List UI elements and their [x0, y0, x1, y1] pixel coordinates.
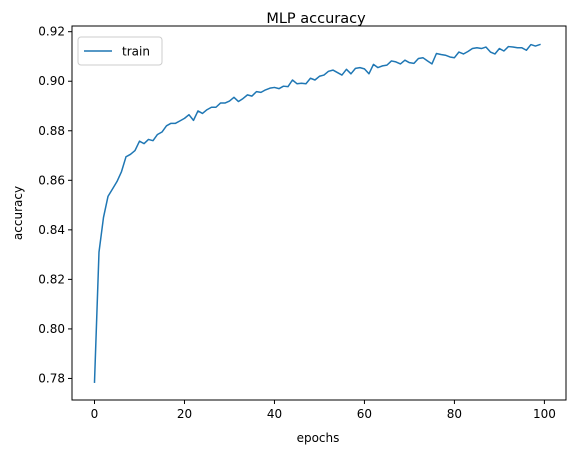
x-tick-label: 100 [533, 407, 556, 421]
legend-label-train: train [122, 45, 150, 59]
x-tick-label: 20 [177, 407, 192, 421]
y-tick-label: 0.80 [38, 322, 65, 336]
x-axis: 0 20 40 60 80 100 [91, 400, 556, 421]
y-axis: 0.78 0.80 0.82 0.84 0.86 0.88 0.90 0.92 [38, 25, 72, 385]
chart-title: MLP accuracy [266, 11, 366, 27]
x-tick-label: 80 [447, 407, 462, 421]
y-tick-label: 0.78 [38, 371, 65, 385]
x-tick-label: 60 [357, 407, 372, 421]
y-tick-label: 0.86 [38, 173, 65, 187]
y-tick-label: 0.84 [38, 223, 65, 237]
y-tick-label: 0.88 [38, 124, 65, 138]
y-axis-label: accuracy [11, 186, 25, 240]
y-tick-label: 0.82 [38, 272, 65, 286]
legend: train [77, 36, 163, 66]
x-tick-label: 40 [267, 407, 282, 421]
y-tick-label: 0.90 [38, 74, 65, 88]
x-axis-label: epochs [297, 431, 340, 445]
x-tick-label: 0 [91, 407, 99, 421]
legend-box [77, 36, 163, 66]
plot-area [93, 43, 541, 383]
series-line-train [93, 43, 541, 383]
y-tick-label: 0.92 [38, 25, 65, 39]
axes-frame [71, 25, 567, 401]
